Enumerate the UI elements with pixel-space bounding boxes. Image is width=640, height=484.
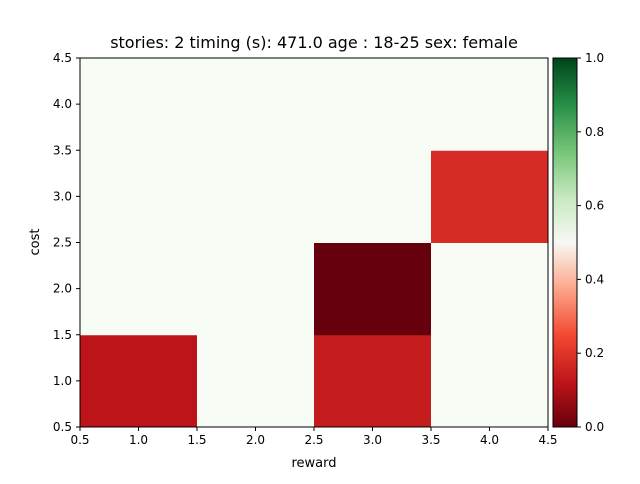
heatmap-cell (431, 242, 549, 336)
y-tick-label: 4.0 (53, 97, 72, 111)
heatmap-cell (80, 242, 198, 336)
heatmap-cell (197, 242, 315, 336)
y-tick-label: 1.5 (53, 328, 72, 342)
colorbar-ticks: 0.0 0.2 0.4 0.6 0.8 1.0 (577, 51, 604, 434)
y-axis-ticks: 0.5 1.0 1.5 2.0 2.5 3.0 3.5 4.0 4.5 (53, 51, 80, 434)
x-tick-label: 2.5 (304, 433, 323, 447)
heatmap-cells (80, 58, 549, 428)
y-tick-label: 3.0 (53, 189, 72, 203)
colorbar-tick-label: 0.2 (585, 346, 604, 360)
x-tick-label: 4.0 (480, 433, 499, 447)
heatmap-cell (197, 58, 315, 151)
heatmap-cell (314, 242, 432, 336)
x-axis-ticks: 0.5 1.0 1.5 2.0 2.5 3.0 3.5 4.0 4.5 (70, 427, 558, 447)
x-tick-label: 2.0 (246, 433, 265, 447)
heatmap-cell (80, 58, 198, 151)
heatmap-cell (197, 334, 315, 428)
colorbar-tick-label: 0.6 (585, 199, 604, 213)
y-tick-label: 4.5 (53, 51, 72, 65)
colorbar-tick-label: 1.0 (585, 51, 604, 65)
x-tick-label: 1.0 (129, 433, 148, 447)
y-tick-label: 2.0 (53, 282, 72, 296)
x-tick-label: 0.5 (70, 433, 89, 447)
heatmap-cell (431, 58, 549, 151)
heatmap-cell (431, 150, 549, 243)
colorbar-tick-label: 0.8 (585, 125, 604, 139)
heatmap-cell (80, 150, 198, 243)
x-tick-label: 1.5 (187, 433, 206, 447)
y-tick-label: 2.5 (53, 236, 72, 250)
x-tick-label: 3.5 (421, 433, 440, 447)
y-tick-label: 3.5 (53, 143, 72, 157)
heatmap-cell (314, 334, 432, 428)
y-tick-label: 1.0 (53, 374, 72, 388)
colorbar (552, 57, 578, 428)
y-axis-label: cost (28, 229, 43, 256)
colorbar-tick-label: 0.0 (585, 420, 604, 434)
y-tick-label: 0.5 (53, 420, 72, 434)
heatmap-cell (80, 334, 198, 428)
heatmap-cell (197, 150, 315, 243)
x-tick-label: 4.5 (538, 433, 557, 447)
heatmap-cell (314, 150, 432, 243)
x-axis-label: reward (291, 456, 336, 471)
x-tick-label: 3.0 (363, 433, 382, 447)
heatmap-cell (314, 58, 432, 151)
chart-title: stories: 2 timing (s): 471.0 age : 18-25… (110, 33, 518, 52)
colorbar-tick-label: 0.4 (585, 272, 604, 286)
heatmap-cell (431, 334, 549, 428)
